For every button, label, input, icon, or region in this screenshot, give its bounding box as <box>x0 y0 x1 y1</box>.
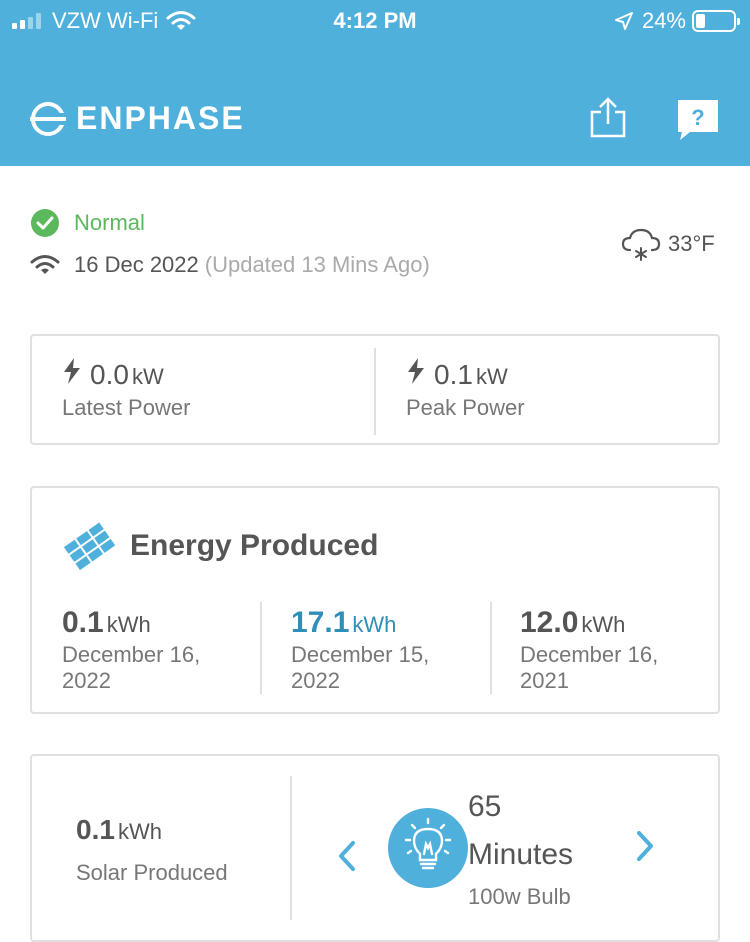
latest-power-label: Latest Power <box>62 395 191 420</box>
energy-unit: kWh <box>106 612 151 637</box>
energy-produced-card[interactable]: Energy Produced 0.1 kWh December 16, 202… <box>30 486 720 714</box>
cloud-snow-icon <box>621 228 661 261</box>
cellular-signal-icon <box>12 13 44 29</box>
equivalent-item: 100w Bulb <box>468 884 571 909</box>
next-button[interactable] <box>632 828 658 864</box>
wifi-icon <box>30 255 60 274</box>
battery-icon <box>692 10 740 32</box>
divider <box>260 602 262 694</box>
peak-power-unit: kW <box>475 364 508 389</box>
battery-percent: 24% <box>641 8 686 33</box>
energy-date: December 16, 2021 <box>520 642 659 693</box>
energy-unit: kWh <box>581 612 626 637</box>
clock: 4:12 PM <box>333 8 417 33</box>
energy-yesterday: 17.1 kWh December 15, 2022 <box>291 606 471 694</box>
energy-date: December 16, 2022 <box>62 642 201 693</box>
enphase-logo-icon <box>30 101 66 136</box>
weather: 33°F <box>620 226 715 262</box>
energy-header: Energy Produced <box>62 518 378 574</box>
wifi-icon <box>166 11 196 30</box>
status-bar: VZW Wi-Fi 4:12 PM 24% <box>0 0 750 40</box>
help-icon: ? <box>678 100 718 140</box>
status-bar-right: 24% <box>614 8 740 34</box>
enphase-logo: ENPHASE <box>30 100 245 137</box>
logo-text: ENPHASE <box>76 100 245 136</box>
solar-value: 0.1 <box>76 814 115 845</box>
energy-value: 12.0 <box>520 606 579 639</box>
app-header: VZW Wi-Fi 4:12 PM 24% ENPHASE <box>0 0 750 166</box>
energy-value: 17.1 <box>291 606 350 639</box>
energy-unit: kWh <box>352 612 397 637</box>
check-circle-icon <box>31 209 59 237</box>
status-bar-left: VZW Wi-Fi <box>12 8 196 34</box>
latest-power-value: 0.0 <box>90 359 129 390</box>
latest-power: 0.0 kW Latest Power <box>62 358 190 421</box>
share-icon <box>590 97 626 138</box>
chevron-right-icon <box>637 831 653 861</box>
system-status: Normal <box>30 208 145 238</box>
svg-text:?: ? <box>691 105 704 130</box>
location-arrow-icon <box>614 12 633 30</box>
divider <box>374 348 376 435</box>
energy-date: December 15, 2022 <box>291 642 430 693</box>
temperature: 33°F <box>668 231 715 256</box>
last-report: 16 Dec 2022 (Updated 13 Mins Ago) <box>30 252 430 278</box>
bulb-badge <box>388 808 468 888</box>
divider <box>490 602 492 694</box>
status-text: Normal <box>74 210 145 235</box>
power-card: 0.0 kW Latest Power 0.1 kW Peak Power <box>30 334 720 445</box>
lightbulb-icon <box>404 817 452 870</box>
peak-power-label: Peak Power <box>406 395 525 420</box>
report-date: 16 Dec 2022 <box>74 252 199 277</box>
latest-power-unit: kW <box>131 364 164 389</box>
peak-power-value: 0.1 <box>434 359 473 390</box>
energy-title: Energy Produced <box>130 529 379 562</box>
solar-panel-icon <box>63 522 116 571</box>
energy-today: 0.1 kWh December 16, 2022 <box>62 606 242 694</box>
solar-label: Solar Produced <box>76 860 228 885</box>
lightning-icon <box>408 358 424 384</box>
equivalent-unit: Minutes <box>468 838 574 871</box>
energy-last-year: 12.0 kWh December 16, 2021 <box>520 606 700 694</box>
equivalent-count: 65 <box>468 790 502 823</box>
previous-button[interactable] <box>334 838 360 874</box>
solar-unit: kWh <box>117 819 162 844</box>
share-button[interactable] <box>586 96 630 140</box>
chevron-left-icon <box>339 841 355 871</box>
energy-equivalent-card: 0.1 kWh Solar Produced <box>30 754 720 942</box>
energy-value: 0.1 <box>62 606 104 639</box>
divider <box>290 776 292 920</box>
lightning-icon <box>64 358 80 384</box>
peak-power: 0.1 kW Peak Power <box>406 358 525 421</box>
solar-produced: 0.1 kWh Solar Produced <box>76 814 228 886</box>
help-button[interactable]: ? <box>676 98 720 142</box>
carrier-name: VZW Wi-Fi <box>52 8 159 33</box>
updated-ago: (Updated 13 Mins Ago) <box>204 252 430 277</box>
